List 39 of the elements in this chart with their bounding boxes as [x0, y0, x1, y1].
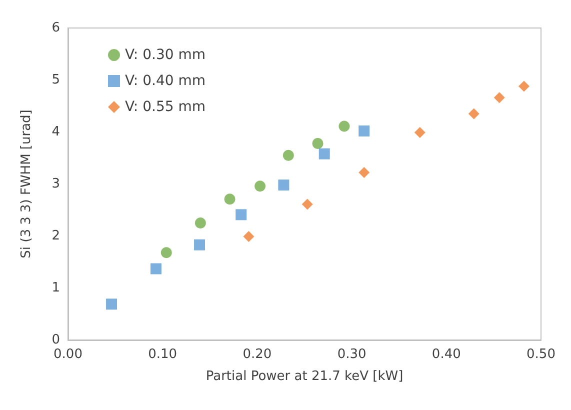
point [312, 138, 324, 149]
point [254, 180, 266, 192]
y-tick-label: 2 [52, 228, 60, 244]
x-tick-label: 0.50 [526, 347, 556, 362]
point [243, 231, 254, 242]
y-tick-label: 0 [52, 332, 60, 348]
y-tick-label: 3 [52, 176, 60, 192]
y-axis-title: Si (3 3 3) FWHM [urad] [19, 110, 34, 258]
legend-label: V: 0.55 mm [125, 99, 206, 115]
point [224, 194, 236, 205]
x-tick-label: 0.10 [148, 347, 178, 362]
x-tick-label: 0.40 [432, 347, 461, 362]
point [278, 180, 290, 191]
point [194, 218, 206, 228]
point [358, 125, 370, 136]
point [194, 239, 205, 250]
point [338, 120, 350, 132]
point [494, 92, 505, 104]
y-tick-label: 4 [52, 124, 60, 140]
point [414, 127, 426, 138]
x-axis-title: Partial Power at 21.7 keV [kW] [206, 369, 404, 384]
point [518, 80, 530, 92]
point [160, 247, 172, 258]
point [236, 209, 247, 220]
legend-label: V: 0.40 mm [125, 73, 206, 89]
legend-label: V: 0.30 mm [125, 47, 206, 63]
x-tick-label: 0.00 [54, 347, 82, 362]
point [302, 198, 313, 210]
y-tick-label: 6 [52, 20, 60, 36]
y-tick-label: 1 [52, 280, 60, 296]
point [468, 108, 480, 120]
point [318, 148, 330, 160]
y-tick-label: 5 [52, 72, 60, 88]
x-tick-label: 0.20 [242, 347, 272, 362]
point [106, 298, 118, 310]
point [150, 263, 162, 274]
point [282, 150, 294, 161]
x-tick-label: 0.30 [337, 347, 366, 362]
point [358, 167, 370, 178]
